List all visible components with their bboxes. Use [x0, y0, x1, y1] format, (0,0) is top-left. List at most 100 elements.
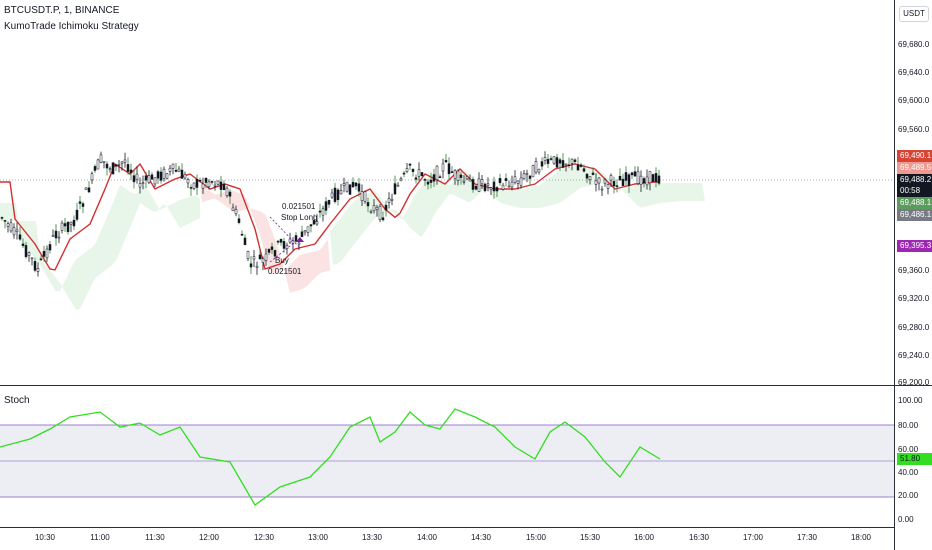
candle-body	[108, 168, 112, 170]
candle-body	[252, 256, 256, 260]
stoch-k-line	[0, 408, 661, 506]
candle-body	[630, 172, 634, 176]
candle-body	[273, 250, 277, 257]
candle-body	[15, 229, 19, 232]
candle-body	[645, 176, 649, 186]
ticker-title[interactable]: BTCUSDT.P, 1, BINANCE	[4, 5, 120, 16]
candle-body	[258, 254, 262, 260]
candle-body	[375, 207, 379, 210]
pane-separator[interactable]	[0, 385, 932, 386]
candle-body	[426, 181, 430, 185]
candle-body	[582, 168, 586, 172]
candle-body	[21, 243, 25, 246]
candle-body	[39, 258, 43, 261]
candle-body	[207, 181, 211, 188]
strategy-title[interactable]: KumoTrade Ichimoku Strategy	[4, 21, 139, 32]
candle-body	[351, 181, 355, 188]
candle-body	[219, 181, 223, 190]
candle-body	[297, 242, 301, 245]
time-tick: 18:00	[850, 533, 872, 542]
candle-body	[135, 173, 139, 180]
candle-body	[444, 160, 448, 163]
candle-body	[657, 175, 661, 184]
candle-body	[621, 178, 625, 186]
candle-body	[99, 154, 103, 163]
stoch-tick: 0.00	[898, 515, 914, 524]
candle-body	[585, 173, 589, 179]
candle-body	[387, 198, 391, 203]
candle-body	[90, 173, 94, 181]
candle-body	[450, 171, 454, 173]
ichimoku-cloud	[0, 165, 705, 310]
candle-body	[396, 184, 400, 187]
candle-body	[243, 237, 247, 246]
price-tick: 69,360.0	[898, 266, 930, 275]
buy-qty-label: 0.021501	[268, 267, 302, 276]
candle-body	[483, 183, 487, 192]
candle-body	[36, 268, 40, 272]
candle-body	[381, 217, 385, 221]
candle-body	[213, 184, 217, 187]
candle-body	[333, 187, 337, 202]
candle-body	[78, 201, 82, 204]
candle-body	[651, 174, 655, 182]
candle-body	[402, 172, 406, 175]
candle-body	[564, 163, 568, 166]
time-tick: 16:00	[633, 533, 655, 542]
candle-body	[57, 236, 61, 239]
candle-body	[480, 179, 484, 185]
candle-body	[93, 166, 97, 171]
candle-body	[96, 159, 100, 170]
candle-body	[66, 221, 70, 232]
candle-body	[33, 261, 37, 271]
price-axis[interactable]	[894, 0, 932, 550]
candle-body	[69, 221, 73, 225]
candle-body	[105, 163, 109, 169]
candle-body	[168, 167, 172, 172]
candle-body	[555, 157, 559, 168]
candle-body	[576, 164, 580, 171]
candle-body	[300, 231, 304, 237]
time-tick: 15:30	[579, 533, 601, 542]
candle-body	[312, 220, 316, 225]
candle-body	[531, 165, 535, 178]
candle-body	[417, 169, 421, 177]
candle-body	[390, 198, 394, 201]
price-badge-tenkan: 69,488.1	[897, 197, 932, 209]
candle-body	[60, 222, 64, 231]
candle-body	[357, 183, 361, 192]
candle-body	[45, 248, 49, 259]
candle-body	[633, 171, 637, 177]
candle-body	[432, 174, 436, 182]
candle-body	[354, 182, 358, 187]
stoch-title[interactable]: Stoch	[4, 395, 30, 406]
candle-body	[150, 174, 154, 180]
candle-body	[84, 187, 88, 190]
candle-body	[102, 161, 106, 163]
candle-body	[414, 177, 418, 180]
candle-body	[141, 182, 145, 184]
time-axis[interactable]	[0, 527, 894, 550]
price-tick: 69,240.0	[898, 351, 930, 360]
stop-long-label: Stop Long	[281, 213, 318, 222]
stoch-value-badge: 51.80	[897, 453, 932, 465]
candle-body	[399, 178, 403, 181]
currency-button[interactable]: USDT	[899, 6, 929, 22]
candle-body	[561, 160, 565, 168]
main-chart-pane[interactable]	[0, 0, 894, 385]
candle-body	[117, 164, 121, 166]
candle-body	[513, 176, 517, 183]
candle-body	[48, 244, 52, 251]
candle-body	[240, 233, 244, 236]
candle-body	[549, 158, 553, 160]
candle-body	[309, 224, 313, 227]
candle-body	[393, 183, 397, 195]
candle-body	[255, 265, 259, 268]
price-tick: 69,280.0	[898, 323, 930, 332]
candle-body	[456, 170, 460, 181]
candle-body	[51, 235, 55, 237]
candle-body	[594, 180, 598, 185]
candle-body	[198, 179, 202, 182]
stoch-pane[interactable]	[0, 387, 894, 527]
candle-body	[204, 177, 208, 183]
